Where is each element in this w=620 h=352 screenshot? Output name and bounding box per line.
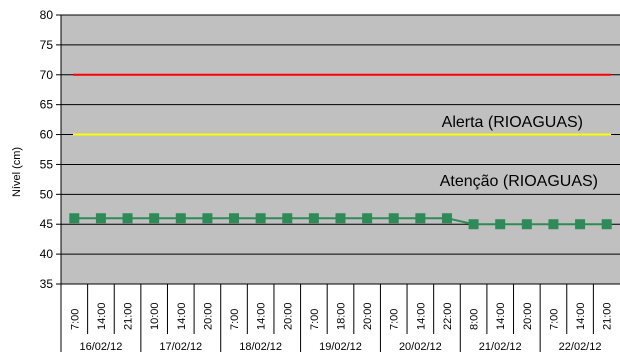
x-tick-label: 21:00 [123,302,135,330]
data-point [69,213,80,224]
x-tick-label: 18:00 [336,302,348,330]
reference-lines [73,73,611,136]
y-tick-label: 65 [40,98,54,112]
x-tick-label: 10:00 [149,302,161,330]
x-tick-label: 14:00 [575,302,587,330]
data-point [202,213,213,224]
y-tick-label: 40 [40,247,54,261]
data-point [495,219,506,230]
data-point [548,219,559,230]
data-point [362,213,373,224]
x-tick-label: 7:00 [309,309,321,330]
x-tick-label: 8:00 [469,309,481,330]
x-tick-label: 7:00 [389,309,401,330]
date-group-label: 20/02/12 [399,341,442,352]
date-group-label: 17/02/12 [159,341,202,352]
x-tick-label: 7:00 [548,309,560,330]
plot-background [61,15,620,284]
data-point [255,213,266,224]
y-tick-label: 70 [40,68,54,82]
x-tick-label: 7:00 [69,309,81,330]
x-tick-label: 20:00 [282,302,294,330]
data-series [69,213,612,230]
x-tick-label: 14:00 [495,302,507,330]
y-tick-label: 55 [40,157,54,171]
x-tick-label: 20:00 [362,302,374,330]
date-group-label: 16/02/12 [80,341,123,352]
attention-level-label: Atenção (RIOAGUAS) [440,173,598,190]
x-tick-label: 21:00 [602,302,614,330]
x-tick-label: 14:00 [96,302,108,330]
data-point [415,213,426,224]
alert-level-label: Alerta (RIOAGUAS) [442,114,583,131]
data-point [468,219,479,230]
x-tick-label: 14:00 [415,302,427,330]
plot-area [61,14,620,284]
data-point [388,213,399,224]
y-tick-label: 75 [40,38,54,52]
data-point [521,219,532,230]
y-axis-label: Nível (cm) [11,147,23,197]
y-tick-label: 45 [40,217,54,231]
data-point [229,213,240,224]
date-group-label: 22/02/12 [559,341,602,352]
x-tick-label: 14:00 [256,302,268,330]
y-tick-label: 35 [40,277,54,291]
data-point [175,213,186,224]
x-tick-label: 20:00 [202,302,214,330]
data-point [122,213,133,224]
data-point [308,213,319,224]
data-point [95,213,106,224]
data-point [441,213,452,224]
x-tick-label: 22:00 [442,302,454,330]
date-group-label: 18/02/12 [239,341,282,352]
date-group-label: 21/02/12 [479,341,522,352]
date-group-label: 19/02/12 [319,341,362,352]
data-point [335,213,346,224]
data-point [575,219,586,230]
y-tick-label: 60 [40,128,54,142]
axes: 35 40 45 50 55 60 65 70 75 80 7:00 14:00 21:00 10:00 1… [40,8,620,352]
x-tick-label: 20:00 [522,302,534,330]
data-point [601,219,612,230]
x-tick-label: 14:00 [176,302,188,330]
x-tick-label: 7:00 [229,309,241,330]
y-tick-label: 50 [40,187,54,201]
y-tick-label: 80 [40,8,54,22]
data-point [149,213,160,224]
data-point [282,213,293,224]
